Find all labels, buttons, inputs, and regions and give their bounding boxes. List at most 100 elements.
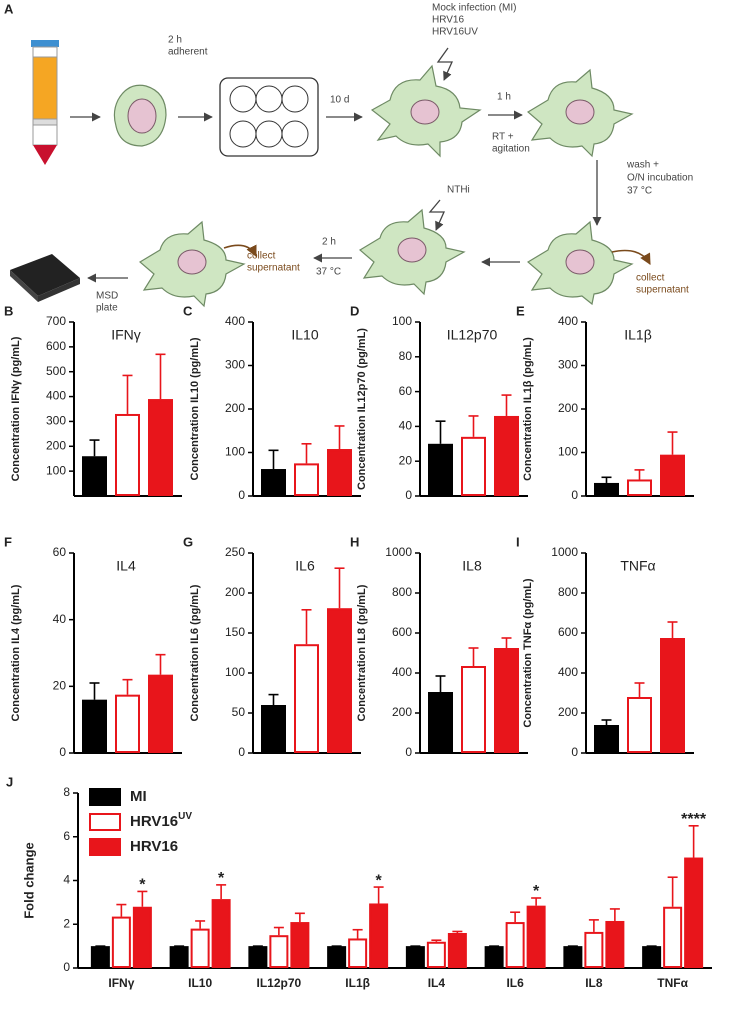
step-text: 37 °C — [627, 186, 652, 197]
bar — [82, 456, 107, 497]
step-text: 10 d — [330, 95, 349, 106]
bar — [294, 463, 319, 496]
y-axis-label: Concentration IL8 (pg/mL) — [356, 584, 368, 721]
y-tick-label: 200 — [46, 438, 66, 452]
panel-label: C — [183, 303, 193, 318]
y-tick-label: 600 — [392, 625, 412, 639]
bar — [261, 469, 286, 496]
chart-title: IL6 — [295, 558, 315, 574]
x-tick-label: IL12p70 — [257, 976, 302, 990]
y-tick-label: 400 — [46, 389, 66, 403]
y-tick-label: 100 — [46, 463, 66, 477]
chart: 0 20 40 60 80 100 Concentration IL12p70 (pg/mL… — [350, 303, 528, 502]
y-tick-label: 0 — [59, 745, 66, 759]
panel-label: J — [6, 774, 13, 789]
bar — [627, 697, 652, 753]
step-text: O/N incubation — [627, 173, 693, 184]
bar — [526, 905, 546, 968]
y-tick-label: 40 — [53, 612, 67, 626]
step-text: 1 h — [497, 92, 511, 103]
panel-label: E — [516, 303, 525, 318]
chart-title: IFNγ — [111, 327, 141, 343]
y-tick-label: 2 — [63, 916, 70, 930]
y-axis-label: Concentration IL12p70 (pg/mL) — [356, 328, 368, 490]
y-tick-label: 400 — [558, 314, 578, 328]
collect-arrow — [223, 244, 257, 258]
collect-text: collect — [636, 273, 665, 284]
monocyte — [113, 84, 167, 147]
bar — [261, 705, 286, 753]
y-tick-label: 50 — [232, 705, 246, 719]
panel-label: H — [350, 534, 359, 549]
step-text: 37 °C — [316, 267, 341, 278]
bar — [190, 928, 210, 968]
lightning — [436, 47, 454, 81]
significance: * — [376, 872, 383, 889]
bar — [660, 454, 685, 496]
x-tick-label: IL10 — [188, 976, 212, 990]
bar — [505, 922, 525, 968]
significance: **** — [681, 811, 707, 828]
y-tick-label: 100 — [392, 314, 412, 328]
x-tick-label: IFNγ — [108, 976, 134, 990]
bar — [405, 946, 425, 968]
blood-tube — [31, 40, 59, 165]
y-tick-label: 40 — [399, 419, 413, 433]
y-axis-label: Fold change — [21, 842, 36, 919]
y-axis-label: Concentration TNFα (pg/mL) — [522, 578, 534, 727]
step-text: RT + — [492, 132, 514, 143]
infection-text: HRV16UV — [432, 27, 478, 38]
bar — [563, 946, 583, 968]
bar — [605, 920, 625, 968]
y-tick-label: 800 — [392, 585, 412, 599]
y-tick-label: 150 — [225, 625, 245, 639]
bar — [115, 413, 140, 497]
culture-plate — [219, 77, 319, 157]
chart: 0 100 200 300 400 Concentration IL10 (pg/mL) C… — [183, 303, 361, 502]
bar — [248, 946, 268, 968]
y-tick-label: 100 — [225, 445, 245, 459]
bar — [494, 415, 519, 496]
significance: * — [218, 870, 225, 887]
legend-superscript: UV — [178, 811, 192, 822]
macrophage — [370, 64, 482, 158]
y-tick-label: 100 — [558, 445, 578, 459]
panel-label: I — [516, 534, 520, 549]
y-tick-label: 400 — [225, 314, 245, 328]
y-tick-label: 200 — [225, 585, 245, 599]
y-tick-label: 250 — [225, 545, 245, 559]
y-axis-label: Concentration IFNγ (pg/mL) — [10, 336, 22, 481]
legend-swatch — [89, 788, 121, 806]
bar — [642, 946, 662, 968]
step-text: agitation — [492, 144, 530, 155]
significance: * — [139, 877, 146, 894]
chart-title: IL8 — [462, 558, 482, 574]
y-tick-label: 20 — [399, 453, 413, 467]
chart: 0 200 400 600 800 1000 Concentration TNFα (pg/… — [516, 534, 694, 759]
x-tick-label: IL4 — [428, 976, 446, 990]
y-tick-label: 300 — [225, 358, 245, 372]
lightning — [428, 199, 446, 231]
bar — [82, 699, 107, 754]
legend-label: MI — [130, 788, 147, 805]
y-tick-label: 0 — [238, 745, 245, 759]
y-tick-label: 300 — [558, 358, 578, 372]
bar — [594, 725, 619, 753]
bar — [369, 903, 389, 968]
panel-label: D — [350, 303, 359, 318]
bar — [327, 449, 352, 496]
y-tick-label: 20 — [53, 679, 67, 693]
x-tick-label: IL1β — [345, 976, 370, 990]
chart: 100 200 300 400 500 600 700 Concentration IFNγ … — [4, 303, 182, 497]
bar — [684, 857, 704, 968]
panel-label: F — [4, 534, 12, 549]
step-text: wash + — [626, 160, 659, 171]
bar — [663, 906, 683, 968]
msd-plate — [10, 254, 80, 302]
bar — [348, 938, 368, 968]
msd-text: MSD — [96, 291, 118, 302]
bar — [290, 922, 310, 968]
collect-text: supernatant — [247, 263, 300, 274]
y-tick-label: 200 — [558, 705, 578, 719]
